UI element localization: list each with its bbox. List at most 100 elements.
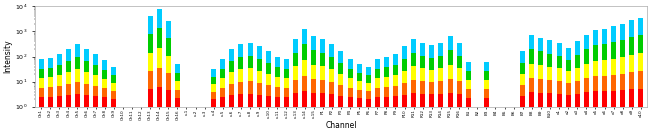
Bar bbox=[257, 71, 262, 83]
Bar bbox=[447, 51, 452, 65]
Bar bbox=[384, 87, 389, 97]
Bar bbox=[239, 82, 244, 94]
Bar bbox=[447, 65, 452, 79]
Bar bbox=[611, 26, 616, 42]
Bar bbox=[393, 65, 398, 75]
Bar bbox=[302, 44, 307, 60]
Bar bbox=[166, 21, 171, 38]
Bar bbox=[75, 44, 80, 57]
Bar bbox=[547, 40, 552, 53]
Bar bbox=[248, 55, 253, 68]
Bar bbox=[38, 59, 44, 69]
Bar bbox=[57, 86, 62, 96]
Bar bbox=[393, 86, 398, 96]
Bar bbox=[456, 55, 461, 68]
Bar bbox=[111, 99, 116, 107]
Bar bbox=[311, 93, 316, 107]
Bar bbox=[556, 94, 562, 107]
Bar bbox=[520, 63, 525, 74]
Bar bbox=[211, 99, 216, 107]
Bar bbox=[211, 84, 216, 92]
Bar bbox=[421, 43, 425, 55]
Bar bbox=[57, 54, 62, 65]
Bar bbox=[430, 82, 434, 94]
Bar bbox=[275, 77, 280, 87]
Bar bbox=[384, 97, 389, 107]
Bar bbox=[638, 89, 644, 107]
Bar bbox=[229, 49, 235, 61]
Bar bbox=[157, 28, 162, 48]
Bar bbox=[566, 71, 571, 83]
Bar bbox=[102, 88, 107, 97]
Bar bbox=[302, 60, 307, 76]
Bar bbox=[620, 74, 625, 90]
Bar bbox=[148, 53, 153, 71]
Bar bbox=[75, 82, 80, 94]
Bar bbox=[447, 93, 452, 107]
Bar bbox=[465, 89, 471, 98]
Bar bbox=[266, 74, 271, 85]
Bar bbox=[556, 55, 562, 68]
Bar bbox=[357, 98, 361, 107]
Bar bbox=[211, 92, 216, 99]
Bar bbox=[266, 85, 271, 96]
Bar bbox=[620, 24, 625, 40]
Bar bbox=[629, 20, 634, 38]
Y-axis label: Intensity: Intensity bbox=[3, 40, 12, 73]
Bar bbox=[611, 59, 616, 75]
Bar bbox=[357, 90, 361, 98]
Bar bbox=[556, 68, 562, 81]
Bar bbox=[357, 81, 361, 90]
Bar bbox=[375, 88, 380, 97]
Bar bbox=[93, 54, 98, 65]
Bar bbox=[229, 84, 235, 95]
Bar bbox=[439, 81, 443, 94]
Bar bbox=[47, 97, 53, 107]
Bar bbox=[239, 57, 244, 69]
Bar bbox=[584, 92, 589, 107]
Bar bbox=[402, 71, 407, 83]
Bar bbox=[175, 73, 180, 81]
Bar bbox=[547, 53, 552, 67]
Bar bbox=[638, 53, 644, 71]
Bar bbox=[220, 88, 226, 97]
Bar bbox=[339, 85, 343, 96]
Bar bbox=[66, 95, 71, 107]
Bar bbox=[620, 90, 625, 107]
Bar bbox=[439, 55, 443, 68]
Bar bbox=[602, 44, 607, 60]
Bar bbox=[402, 83, 407, 95]
Bar bbox=[629, 72, 634, 89]
Bar bbox=[148, 34, 153, 53]
Bar bbox=[157, 9, 162, 28]
Bar bbox=[266, 96, 271, 107]
Bar bbox=[38, 97, 44, 107]
Bar bbox=[430, 45, 434, 57]
Bar bbox=[75, 94, 80, 107]
Bar bbox=[584, 78, 589, 92]
Bar bbox=[602, 60, 607, 76]
Bar bbox=[257, 95, 262, 107]
Bar bbox=[38, 88, 44, 97]
Bar bbox=[538, 65, 543, 79]
Bar bbox=[248, 94, 253, 107]
Bar bbox=[465, 80, 471, 89]
Bar bbox=[421, 68, 425, 81]
Bar bbox=[593, 91, 598, 107]
Bar bbox=[629, 89, 634, 107]
Bar bbox=[402, 95, 407, 107]
Bar bbox=[611, 91, 616, 107]
Bar bbox=[584, 49, 589, 64]
Bar bbox=[393, 96, 398, 107]
Bar bbox=[75, 69, 80, 82]
Bar bbox=[66, 61, 71, 72]
Bar bbox=[330, 82, 334, 94]
Bar bbox=[102, 79, 107, 88]
Bar bbox=[302, 76, 307, 91]
X-axis label: Channel: Channel bbox=[325, 121, 357, 130]
Bar bbox=[611, 42, 616, 59]
Bar bbox=[57, 65, 62, 75]
Bar bbox=[239, 94, 244, 107]
Bar bbox=[538, 93, 543, 107]
Bar bbox=[529, 49, 534, 64]
